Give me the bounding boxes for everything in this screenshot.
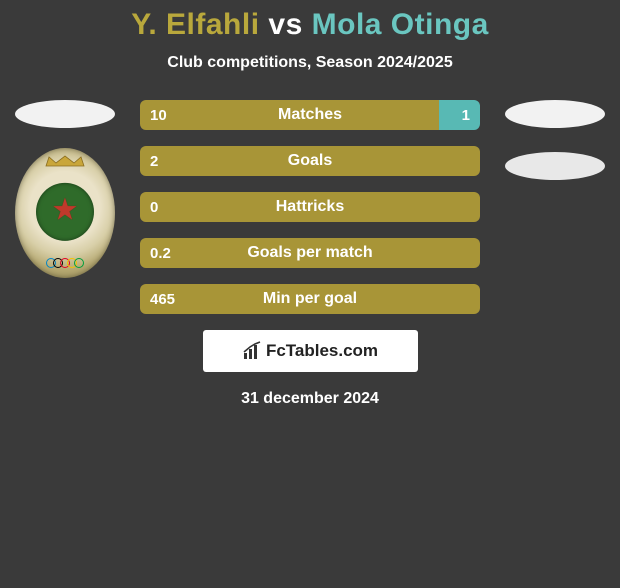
stat-left-value: 0.2 bbox=[140, 245, 181, 262]
stat-left-value: 2 bbox=[140, 153, 168, 170]
date-label: 31 december 2024 bbox=[0, 390, 620, 408]
title-vs: vs bbox=[268, 8, 302, 41]
stat-left-value: 10 bbox=[140, 107, 177, 124]
title-player2: Mola Otinga bbox=[312, 8, 489, 41]
stat-row: 0.2Goals per match bbox=[140, 238, 480, 268]
stat-left-segment: 0.2 bbox=[140, 238, 480, 268]
stat-right-value: 1 bbox=[452, 107, 480, 124]
content-area: ★ 101Matches2Goals0Hattricks0.2Goals per… bbox=[0, 100, 620, 314]
stat-left-value: 465 bbox=[140, 291, 185, 308]
brand-text: FcTables.com bbox=[266, 341, 378, 361]
crown-icon bbox=[44, 154, 86, 168]
olympic-rings-icon bbox=[46, 258, 84, 268]
right-column bbox=[500, 100, 610, 180]
stat-left-segment: 465 bbox=[140, 284, 480, 314]
stat-left-value: 0 bbox=[140, 199, 168, 216]
stat-left-segment: 2 bbox=[140, 146, 480, 176]
stat-left-segment: 10 bbox=[140, 100, 439, 130]
player2-oval-top bbox=[505, 100, 605, 128]
stat-right-segment: 1 bbox=[439, 100, 480, 130]
stat-row: 465Min per goal bbox=[140, 284, 480, 314]
brand-chart-icon bbox=[242, 341, 262, 361]
stat-row: 0Hattricks bbox=[140, 192, 480, 222]
star-icon: ★ bbox=[52, 195, 79, 225]
badge-inner: ★ bbox=[36, 183, 94, 241]
player2-oval-bottom bbox=[505, 152, 605, 180]
title-player1: Y. Elfahli bbox=[131, 8, 259, 41]
page-title: Y. Elfahli vs Mola Otinga bbox=[0, 8, 620, 42]
player1-club-badge: ★ bbox=[15, 148, 115, 278]
brand-box: FcTables.com bbox=[203, 330, 418, 372]
ring-icon bbox=[74, 258, 84, 268]
subtitle: Club competitions, Season 2024/2025 bbox=[0, 54, 620, 72]
comparison-bars: 101Matches2Goals0Hattricks0.2Goals per m… bbox=[140, 100, 480, 314]
stat-left-segment: 0 bbox=[140, 192, 480, 222]
stat-row: 2Goals bbox=[140, 146, 480, 176]
left-column: ★ bbox=[10, 100, 120, 278]
stat-row: 101Matches bbox=[140, 100, 480, 130]
player1-oval bbox=[15, 100, 115, 128]
